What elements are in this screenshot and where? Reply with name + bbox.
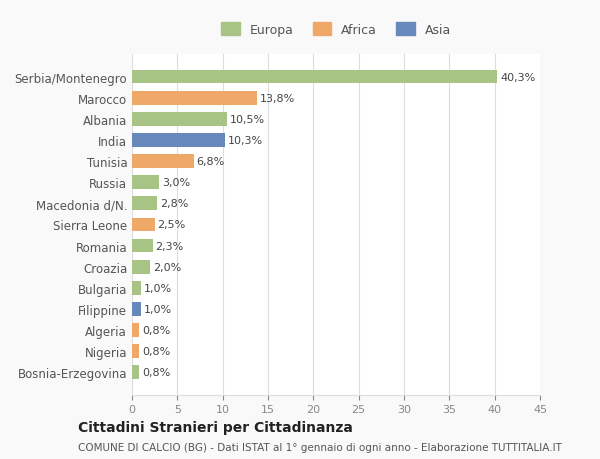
Bar	[132, 92, 257, 105]
Text: 1,0%: 1,0%	[144, 304, 172, 314]
Bar	[132, 155, 194, 168]
Text: 2,5%: 2,5%	[157, 220, 185, 230]
Text: 3,0%: 3,0%	[162, 178, 190, 188]
Bar	[132, 302, 141, 316]
Text: 10,3%: 10,3%	[228, 135, 263, 146]
Text: 2,0%: 2,0%	[153, 262, 181, 272]
Bar	[132, 134, 226, 147]
Bar	[132, 218, 155, 232]
Text: COMUNE DI CALCIO (BG) - Dati ISTAT al 1° gennaio di ogni anno - Elaborazione TUT: COMUNE DI CALCIO (BG) - Dati ISTAT al 1°…	[78, 442, 562, 452]
Bar	[132, 324, 139, 337]
Text: 0,8%: 0,8%	[142, 325, 170, 335]
Text: 2,3%: 2,3%	[155, 241, 184, 251]
Text: 0,8%: 0,8%	[142, 347, 170, 356]
Bar	[132, 345, 139, 358]
Text: 1,0%: 1,0%	[144, 283, 172, 293]
Bar	[132, 197, 157, 211]
Legend: Europa, Africa, Asia: Europa, Africa, Asia	[215, 17, 457, 43]
Text: 10,5%: 10,5%	[230, 115, 265, 124]
Bar	[132, 366, 139, 379]
Bar	[132, 71, 497, 84]
Text: 13,8%: 13,8%	[260, 94, 295, 103]
Text: 40,3%: 40,3%	[500, 73, 535, 82]
Bar	[132, 112, 227, 126]
Bar	[132, 176, 159, 190]
Text: 2,8%: 2,8%	[160, 199, 188, 209]
Text: Cittadini Stranieri per Cittadinanza: Cittadini Stranieri per Cittadinanza	[78, 420, 353, 435]
Text: 0,8%: 0,8%	[142, 368, 170, 377]
Bar	[132, 260, 150, 274]
Bar	[132, 239, 153, 253]
Bar	[132, 281, 141, 295]
Text: 6,8%: 6,8%	[196, 157, 224, 167]
